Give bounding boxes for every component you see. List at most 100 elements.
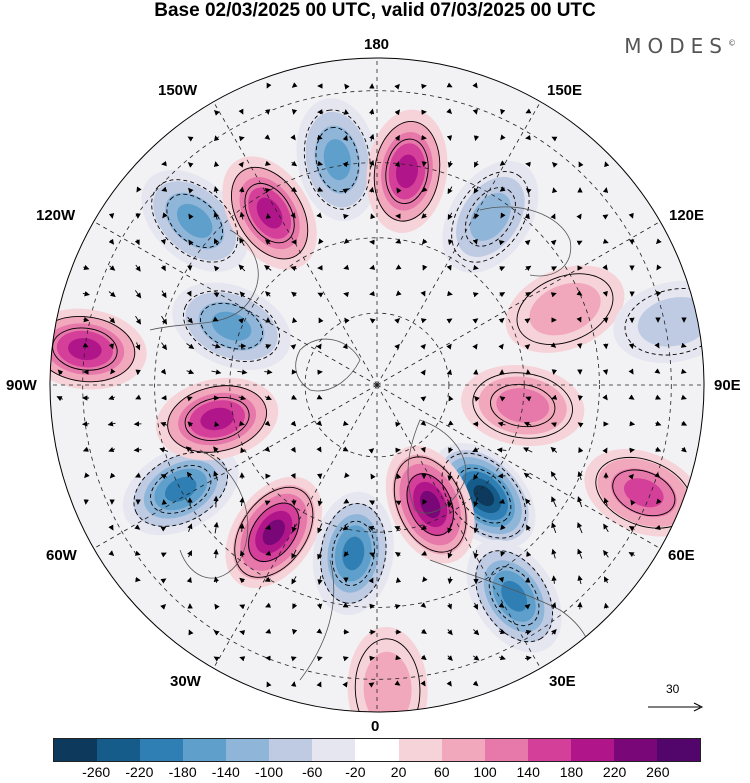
wind-vector [394, 83, 400, 90]
wind-vector [524, 213, 530, 220]
wind-vector [577, 496, 583, 508]
wind-vector [602, 369, 609, 375]
wind-vector [447, 576, 453, 585]
wind-vector [446, 603, 452, 610]
wind-vector [317, 186, 324, 192]
wind-vector [448, 239, 454, 246]
colorbar-tick-label: -180 [168, 764, 197, 780]
wind-vector [552, 187, 558, 194]
wind-vector [317, 548, 323, 560]
wind-vector [396, 187, 402, 194]
wind-vector [472, 238, 478, 245]
wind-vector [266, 82, 272, 89]
wind-vector [421, 83, 427, 90]
wind-vector [342, 656, 349, 662]
wind-vector [654, 368, 661, 374]
wind-vector [108, 343, 114, 350]
wind-vector [446, 82, 453, 88]
wind-vector [602, 290, 608, 297]
colorbar-bin [527, 739, 571, 761]
wind-vector [344, 472, 350, 479]
wind-vector [394, 134, 400, 141]
wind-vector [316, 420, 323, 427]
wind-vector [420, 318, 427, 324]
lon-label-90w: 90W [6, 377, 37, 394]
anomaly-neg-east-asia [613, 280, 704, 363]
colorbar-tick-label: -220 [125, 764, 154, 780]
wind-vector [446, 343, 452, 350]
wind-vector [602, 264, 608, 271]
wind-vector [291, 549, 297, 560]
wind-vector [83, 316, 90, 323]
wind-vector [551, 369, 558, 375]
reference-vector: 30 [646, 682, 706, 722]
wind-vector [134, 550, 141, 556]
wind-vector [578, 446, 584, 453]
wind-vector [265, 628, 272, 634]
wind-vector [134, 290, 142, 299]
wind-vector [214, 421, 220, 428]
wind-vector [446, 264, 452, 271]
wind-vector [420, 524, 427, 530]
wind-vector [524, 239, 531, 246]
wind-vector [447, 471, 453, 482]
wind-vector [160, 265, 166, 272]
wind-vector [420, 343, 426, 350]
wind-vector [472, 82, 478, 89]
wind-vector [291, 499, 297, 506]
wind-vector [421, 134, 427, 141]
wind-vector [186, 396, 193, 402]
wind-vector [576, 240, 583, 246]
wind-vector [265, 291, 271, 297]
wind-vector [500, 134, 506, 141]
wind-vector [237, 369, 248, 375]
wind-vector [135, 394, 142, 400]
colorbar-tick-label: -60 [302, 764, 323, 780]
wind-vector [369, 552, 376, 558]
wind-vector [108, 291, 116, 298]
wind-vector [239, 577, 246, 584]
wind-vector [394, 552, 401, 558]
anomaly-pos-kamchatka [366, 109, 448, 233]
wind-vector [576, 343, 583, 349]
wind-vector [628, 343, 635, 350]
wind-vector [603, 549, 609, 558]
wind-vector [160, 422, 168, 428]
wind-vector [238, 108, 244, 115]
wind-vector [213, 186, 219, 194]
wind-vector [342, 420, 349, 426]
wind-vector [186, 577, 192, 584]
wind-vector [239, 656, 246, 662]
wind-vector [343, 291, 349, 298]
wind-vector [629, 447, 635, 454]
wind-vector [265, 344, 272, 350]
wind-vector [316, 343, 322, 350]
wind-vector [188, 239, 194, 246]
wind-vector [496, 447, 507, 453]
lon-label-90e: 90E [714, 377, 741, 394]
wind-vector [602, 214, 609, 220]
wind-vector [213, 548, 219, 559]
wind-vector [239, 237, 245, 246]
lon-label-60e: 60E [668, 547, 695, 564]
wind-vector [291, 82, 298, 88]
wind-vector [447, 290, 453, 297]
wind-vector [368, 448, 375, 454]
wind-vector [497, 421, 506, 427]
wind-vector [369, 603, 376, 610]
wind-vector [576, 290, 583, 296]
wind-vector [290, 420, 297, 427]
wind-vector [472, 318, 479, 324]
wind-vector [133, 447, 142, 453]
wind-vector [524, 318, 531, 324]
wind-vector [551, 496, 557, 508]
wind-vector [577, 548, 583, 559]
wind-vector [550, 342, 557, 348]
wind-vector [238, 317, 245, 324]
wind-vector [264, 576, 271, 582]
wind-vector [368, 577, 374, 584]
wind-vector [213, 576, 219, 583]
map-disk-border [49, 57, 705, 713]
wind-vector [551, 575, 557, 584]
